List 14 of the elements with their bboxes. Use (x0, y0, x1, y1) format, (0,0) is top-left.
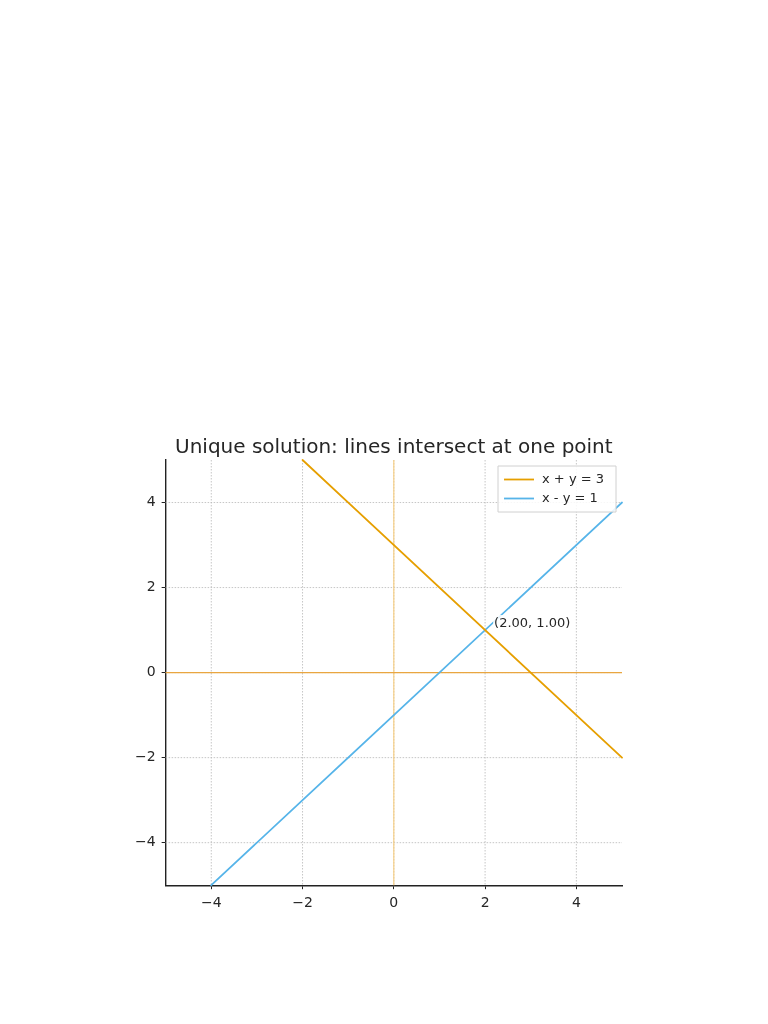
y-tick-label: 0 (146, 663, 156, 680)
y-tick-label: 2 (146, 578, 156, 595)
x-tick-label: −4 (200, 894, 222, 911)
legend-label: x + y = 3 (542, 470, 605, 486)
legend-label: x - y = 1 (542, 489, 598, 505)
chart-title: Unique solution: lines intersect at one point (175, 434, 613, 458)
x-tick-label: 4 (571, 894, 581, 911)
y-tick-label: −4 (135, 833, 156, 850)
y-tick-label: 4 (146, 493, 156, 510)
y-tick-label: −2 (135, 748, 156, 765)
x-tick-label: −2 (292, 894, 313, 911)
x-tick-label: 2 (480, 894, 490, 911)
annotation: (2.00, 1.00) (494, 615, 571, 631)
x-tick-label: 0 (389, 894, 399, 911)
